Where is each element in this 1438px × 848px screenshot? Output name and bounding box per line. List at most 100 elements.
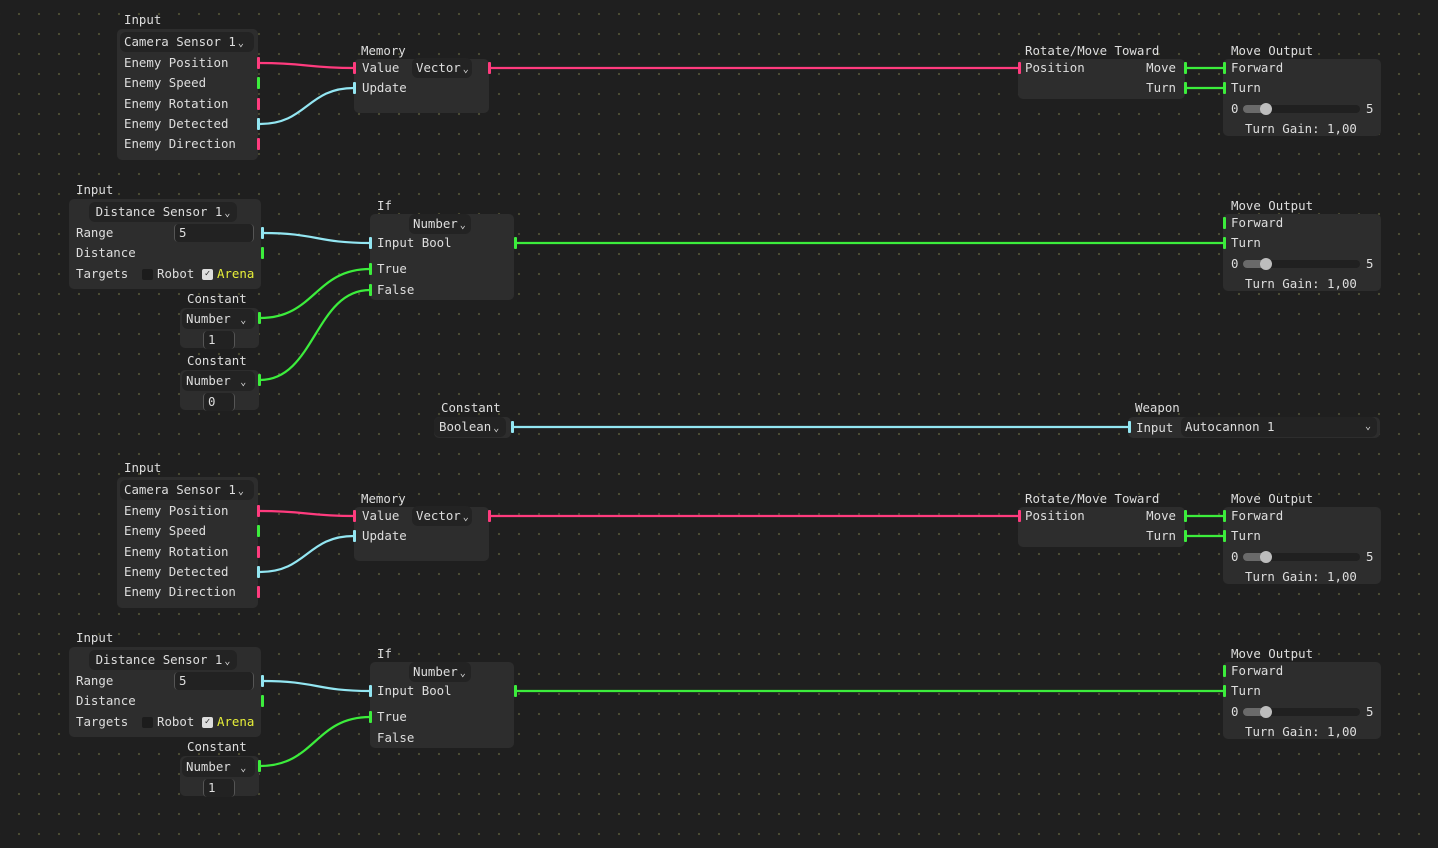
move-output-node[interactable]: Forward Turn 0 5 Turn Gain: 1,00 [1223,214,1381,291]
port-false[interactable] [369,284,372,296]
constant-type-dropdown[interactable]: Number ⌄ [182,371,255,391]
constant-value-input[interactable]: 1 [203,779,235,797]
slider-knob[interactable] [1260,258,1273,270]
port-true[interactable] [369,711,372,723]
range-input[interactable]: 5 [174,224,254,242]
constant-value-input[interactable]: 1 [203,331,235,349]
port-forward[interactable] [1223,510,1226,522]
distance-input-node[interactable]: Distance Sensor 1 ⌄ Range 5 Distance Targ… [69,647,264,737]
port-if-out[interactable] [514,237,517,249]
move-output-node[interactable]: Forward Turn 0 5 Turn Gain: 1,00 [1223,59,1381,136]
slider-knob[interactable] [1260,103,1273,115]
port-turn-out[interactable] [1184,530,1187,542]
port-turn[interactable] [1223,82,1226,94]
if-type-dropdown[interactable]: Number ⌄ [409,214,471,234]
arena-checkbox[interactable]: ✓ [202,269,213,280]
camera-input-node[interactable]: Camera Sensor 1 ⌄ Enemy Position Enemy Sp… [117,477,260,608]
boolean-constant-node[interactable]: Boolean ⌄ [434,417,514,438]
sensor-dropdown[interactable]: Camera Sensor 1 ⌄ [120,480,254,500]
port-memory-output[interactable] [488,510,491,522]
sensor-dropdown[interactable]: Camera Sensor 1 ⌄ [120,32,254,52]
robot-checkbox[interactable] [142,269,153,280]
constant-type-dropdown[interactable]: Boolean ⌄ [434,417,506,437]
port-enemy-speed[interactable] [257,77,260,89]
if-node[interactable]: Number ⌄ Input Bool True False [369,662,517,748]
range-input[interactable]: 5 [174,672,254,690]
move-output-node[interactable]: Forward Turn 0 5 Turn Gain: 1,00 [1223,662,1381,739]
memory-type-dropdown[interactable]: Vector ⌄ [412,506,472,526]
constant-node[interactable]: Number ⌄ 1 [180,308,261,349]
port-position[interactable] [1018,62,1021,74]
port-true[interactable] [369,263,372,275]
turn-gain-slider[interactable] [1243,551,1360,563]
if-type-dropdown[interactable]: Number ⌄ [409,662,471,682]
port-turn[interactable] [1223,685,1226,697]
slider-knob[interactable] [1260,551,1273,563]
port-enemy-speed[interactable] [257,525,260,537]
robot-checkbox[interactable] [142,717,153,728]
port-move-out[interactable] [1184,62,1187,74]
port-turn-out[interactable] [1184,82,1187,94]
memory-node[interactable]: Value Vector ⌄ Update [353,58,491,113]
memory-node[interactable]: Value Vector ⌄ Update [353,506,491,561]
port-range[interactable] [261,227,264,239]
port-constant-out[interactable] [258,312,261,324]
constant-value-input[interactable]: 0 [203,393,235,411]
forward-label: Forward [1231,215,1284,230]
port-weapon-input[interactable] [1128,421,1131,433]
port-distance[interactable] [261,695,264,707]
rotate-move-toward-node[interactable]: Position Move Turn [1018,507,1187,547]
port-constant-out[interactable] [258,760,261,772]
port-turn[interactable] [1223,530,1226,542]
weapon-node[interactable]: Input Autocannon 1 ⌄ [1128,417,1380,438]
port-forward[interactable] [1223,665,1226,677]
port-enemy-direction[interactable] [257,138,260,150]
port-memory-output[interactable] [488,62,491,74]
sensor-value: Camera Sensor 1 [124,482,236,497]
port-if-out[interactable] [514,685,517,697]
port-enemy-position[interactable] [257,57,260,69]
port-enemy-rotation[interactable] [257,98,260,110]
rotate-move-toward-node[interactable]: Position Move Turn [1018,59,1187,99]
port-memory-update[interactable] [353,82,356,94]
port-memory-update[interactable] [353,530,356,542]
port-enemy-direction[interactable] [257,586,260,598]
port-range[interactable] [261,675,264,687]
arena-checkbox[interactable]: ✓ [202,717,213,728]
chevron-down-icon: ⌄ [493,423,500,434]
port-memory-value[interactable] [353,510,356,522]
constant-type-dropdown[interactable]: Number ⌄ [182,757,255,777]
camera-input-node[interactable]: Camera Sensor 1 ⌄ Enemy Position Enemy Sp… [117,29,260,160]
port-input-bool[interactable] [369,685,372,697]
port-enemy-detected[interactable] [257,118,260,130]
port-memory-value[interactable] [353,62,356,74]
sensor-dropdown[interactable]: Distance Sensor 1 ⌄ [89,650,237,670]
distance-input-node[interactable]: Distance Sensor 1 ⌄ Range 5 Distance Targ… [69,199,264,289]
turn-gain-slider[interactable] [1243,706,1360,718]
port-move-out[interactable] [1184,510,1187,522]
constant-node[interactable]: Number ⌄ 0 [180,370,261,411]
turn-gain-slider[interactable] [1243,103,1360,115]
memory-type-dropdown[interactable]: Vector ⌄ [412,58,472,78]
port-enemy-position[interactable] [257,505,260,517]
port-enemy-rotation[interactable] [257,546,260,558]
move-output-node[interactable]: Forward Turn 0 5 Turn Gain: 1,00 [1223,507,1381,584]
sensor-dropdown[interactable]: Distance Sensor 1 ⌄ [89,202,237,222]
port-forward[interactable] [1223,62,1226,74]
port-distance[interactable] [261,247,264,259]
constant-node[interactable]: Number ⌄ 1 [180,756,261,797]
turn-gain-slider[interactable] [1243,258,1360,270]
port-input-bool[interactable] [369,237,372,249]
port-forward[interactable] [1223,217,1226,229]
if-node[interactable]: Number ⌄ Input Bool True False [369,214,517,300]
port-boolean-out[interactable] [511,421,514,433]
slider-knob[interactable] [1260,706,1273,718]
constant-type-dropdown[interactable]: Number ⌄ [182,309,255,329]
constant-title: Constant [441,400,501,415]
port-position[interactable] [1018,510,1021,522]
port-turn[interactable] [1223,237,1226,249]
distance-label: Distance [76,245,136,260]
port-constant-out[interactable] [258,374,261,386]
port-enemy-detected[interactable] [257,566,260,578]
weapon-dropdown[interactable]: Autocannon 1 ⌄ [1181,417,1377,437]
